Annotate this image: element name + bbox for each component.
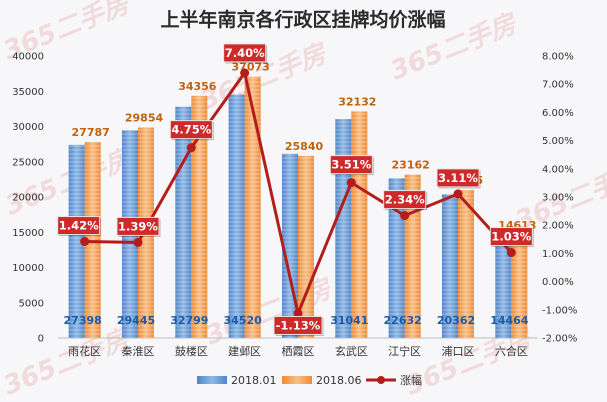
y-right-tick-label: 2.00% xyxy=(542,221,574,232)
y-left-tick-label: 20000 xyxy=(12,193,44,204)
bar-2018-06-hatch xyxy=(351,111,368,339)
bar-2018-01-hatch xyxy=(228,94,245,338)
growth-badge-label: 1.42% xyxy=(59,219,99,233)
y-right-tick-label: 1.00% xyxy=(542,249,574,260)
data-label-2018-06: 27787 xyxy=(72,126,110,139)
bar-2018-01-hatch xyxy=(388,178,405,338)
data-label-2018-01: 31041 xyxy=(330,314,368,327)
growth-point xyxy=(400,211,410,221)
data-label-2018-01: 29445 xyxy=(117,314,155,327)
data-label-2018-01: 22632 xyxy=(384,314,422,327)
bar-2018-01-hatch xyxy=(68,144,85,338)
y-left-tick-label: 0 xyxy=(38,334,44,345)
data-label-2018-01: 32799 xyxy=(170,314,208,327)
legend-label-growth: 涨幅 xyxy=(400,374,422,387)
legend-swatch-growth-marker xyxy=(377,376,385,384)
bar-2018-01-hatch xyxy=(495,236,512,338)
growth-badge xyxy=(383,190,427,210)
category-label: 栖霞区 xyxy=(282,344,315,358)
y-left-tick-label: 35000 xyxy=(12,87,44,98)
bar-2018-06-hatch xyxy=(298,155,314,338)
bar-2018-06-hatch xyxy=(511,234,528,338)
bar-2018-06-hatch xyxy=(244,76,261,339)
watermark-text: 365二手房 xyxy=(201,273,338,351)
growth-point xyxy=(293,308,303,318)
growth-badge-label: 1.39% xyxy=(118,219,158,233)
growth-badge-label: -1.13% xyxy=(276,318,321,332)
y-right-tick-label: 5.00% xyxy=(542,136,574,147)
y-left-tick-label: 40000 xyxy=(12,52,44,63)
growth-badge xyxy=(436,168,480,188)
y-right-tick-label: 6.00% xyxy=(542,108,574,119)
y-right-tick-label: 8.00% xyxy=(542,52,574,63)
y-right-tick-label: 3.00% xyxy=(542,193,574,204)
growth-point xyxy=(186,143,196,153)
watermark-text: 365二手房 xyxy=(0,323,136,401)
category-label: 雨花区 xyxy=(68,345,101,358)
y-right-tick-label: 7.00% xyxy=(542,80,574,91)
y-left-tick-label: 30000 xyxy=(12,122,44,133)
category-label: 秦淮区 xyxy=(122,344,155,358)
growth-badge-label: 2.34% xyxy=(385,193,425,207)
bar-2018-01-hatch xyxy=(442,194,458,338)
category-label: 六合区 xyxy=(495,344,528,358)
growth-badge xyxy=(273,315,323,335)
legend-swatch-2018-06 xyxy=(282,376,312,384)
legend-label-2018-06: 2018.06 xyxy=(316,374,362,387)
data-label-2018-06: 34356 xyxy=(178,80,217,93)
growth-point xyxy=(346,178,356,188)
category-label: 江宁区 xyxy=(388,344,421,358)
growth-badge xyxy=(223,43,267,63)
growth-badge xyxy=(169,120,213,140)
growth-badge-label: 7.40% xyxy=(225,46,265,60)
bar-2018-06-hatch xyxy=(84,142,101,338)
growth-badge-label: 1.03% xyxy=(491,230,531,244)
data-label-2018-01: 27398 xyxy=(64,314,102,327)
data-label-2018-06: 23162 xyxy=(392,159,430,172)
data-label-2018-01: 34520 xyxy=(224,314,263,327)
y-left-tick-label: 5000 xyxy=(19,298,44,309)
growth-badge xyxy=(116,216,160,236)
bar-2018-06-hatch xyxy=(191,95,208,339)
growth-badge xyxy=(57,216,101,236)
y-left-tick-label: 10000 xyxy=(12,263,44,274)
growth-point xyxy=(133,237,143,247)
data-label-2018-06: 32132 xyxy=(338,95,376,108)
growth-badge-label: 3.11% xyxy=(438,171,478,185)
growth-point xyxy=(453,189,463,199)
category-label: 玄武区 xyxy=(335,344,368,358)
growth-badge xyxy=(489,227,533,247)
category-label: 建邺区 xyxy=(228,344,261,358)
data-label-2018-06: 29854 xyxy=(125,112,164,125)
growth-badge xyxy=(329,155,373,175)
y-left-tick-label: 15000 xyxy=(12,228,44,239)
category-label: 鼓楼区 xyxy=(175,344,208,358)
growth-badge-label: 3.51% xyxy=(331,158,371,172)
growth-point xyxy=(80,237,90,247)
growth-badge-label: 4.75% xyxy=(171,123,211,137)
growth-point xyxy=(240,68,250,78)
bar-2018-06-hatch xyxy=(458,189,474,338)
category-label: 浦口区 xyxy=(442,345,475,358)
bar-2018-01-hatch xyxy=(175,106,192,338)
data-label-2018-01: 14464 xyxy=(490,314,529,327)
y-left-tick-label: 25000 xyxy=(12,157,44,168)
y-right-tick-label: -2.00% xyxy=(542,334,577,345)
legend-swatch-2018-01 xyxy=(197,376,227,384)
legend-label-2018-01: 2018.01 xyxy=(231,374,277,387)
y-right-tick-label: 0.00% xyxy=(542,277,574,288)
data-label-2018-06: 25840 xyxy=(285,140,324,153)
y-right-tick-label: 4.00% xyxy=(542,164,574,175)
growth-point xyxy=(506,248,516,258)
y-right-tick-label: -1.00% xyxy=(542,305,577,316)
bar-2018-01-hatch xyxy=(335,119,352,338)
data-label-2018-01: 20362 xyxy=(437,314,475,327)
chart-title: 上半年南京各行政区挂牌均价涨幅 xyxy=(160,8,445,31)
